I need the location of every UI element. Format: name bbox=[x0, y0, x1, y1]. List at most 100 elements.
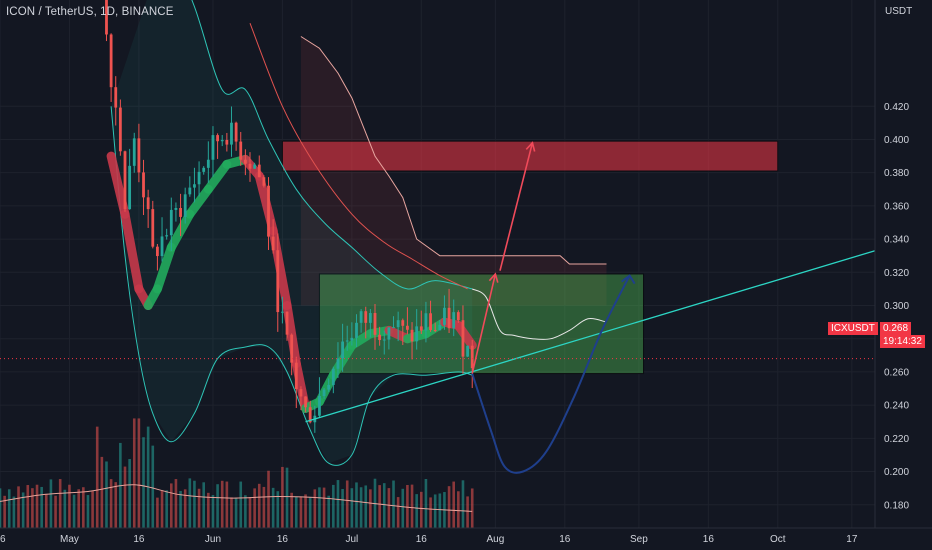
volume-bar bbox=[267, 470, 270, 528]
step-line bbox=[300, 36, 607, 265]
volume-bar bbox=[419, 491, 423, 528]
candle-body bbox=[220, 139, 224, 142]
volume-bar bbox=[193, 480, 196, 528]
candle-body bbox=[253, 164, 257, 169]
volume-bar bbox=[313, 489, 317, 528]
volume-bars bbox=[0, 418, 474, 528]
volume-bar bbox=[438, 493, 442, 528]
volume-bar bbox=[239, 481, 243, 528]
candle-body bbox=[331, 368, 335, 385]
candle-body bbox=[276, 250, 280, 313]
volume-bar bbox=[387, 488, 391, 528]
target-arrowhead bbox=[525, 141, 536, 152]
time-tick-label: 17 bbox=[846, 534, 858, 545]
volume-bar bbox=[433, 494, 437, 528]
volume-bar bbox=[359, 487, 363, 528]
candle-body bbox=[160, 236, 164, 257]
candle-body bbox=[118, 107, 122, 152]
candle-body bbox=[433, 330, 437, 332]
candle-body bbox=[419, 326, 423, 331]
volume-bar bbox=[35, 484, 39, 528]
candle-body bbox=[378, 334, 382, 341]
candle-body bbox=[461, 320, 465, 357]
price-tick-label: 0.180 bbox=[884, 500, 909, 511]
candle-body bbox=[123, 151, 127, 210]
candle-body bbox=[179, 207, 182, 217]
volume-bar bbox=[142, 437, 145, 528]
volume-bar bbox=[336, 480, 340, 528]
volume-bar bbox=[271, 487, 275, 528]
time-axis: 16 May 16 Jun 16 Jul 16 Aug 16 Sep 16 Oct 17 bbox=[0, 534, 858, 545]
candle-body bbox=[359, 311, 363, 323]
target-arrowhead bbox=[488, 272, 499, 283]
volume-bar bbox=[21, 492, 25, 528]
candle-body bbox=[230, 122, 233, 145]
candle-body bbox=[132, 138, 136, 166]
time-tick-label: 16 bbox=[559, 534, 571, 545]
price-tick-label: 0.220 bbox=[884, 434, 909, 445]
target-arrow bbox=[499, 142, 534, 271]
volume-bar bbox=[355, 482, 358, 528]
volume-bar bbox=[276, 491, 280, 528]
volume-bar bbox=[322, 487, 326, 528]
candle-body bbox=[345, 340, 349, 342]
candle-body bbox=[193, 184, 196, 188]
candle-body bbox=[322, 389, 326, 396]
candle-body bbox=[257, 164, 261, 178]
ema-ribbon-segment bbox=[120, 209, 144, 294]
candle-body bbox=[456, 312, 460, 321]
volume-bar bbox=[345, 480, 349, 528]
volume-bar bbox=[211, 495, 215, 528]
volume-bar bbox=[220, 480, 224, 528]
volume-bar bbox=[364, 485, 368, 528]
candle-body bbox=[114, 87, 118, 108]
candle-body bbox=[146, 197, 150, 210]
volume-bar bbox=[447, 486, 451, 528]
volume-bar bbox=[179, 490, 182, 528]
price-tick-label: 0.240 bbox=[884, 401, 909, 412]
candle-body bbox=[327, 384, 331, 390]
volume-bar bbox=[54, 495, 57, 528]
volume-bar bbox=[225, 481, 229, 528]
candle-body bbox=[429, 313, 432, 331]
time-tick-label: Sep bbox=[630, 534, 648, 545]
price-tick-label: 0.300 bbox=[884, 301, 909, 312]
ema-ribbon-segment bbox=[291, 359, 311, 413]
ema-ribbon-segment bbox=[314, 370, 338, 407]
volume-bar bbox=[461, 480, 465, 528]
candle-body bbox=[169, 209, 173, 236]
candle-body bbox=[234, 122, 238, 142]
volume-bar bbox=[68, 484, 71, 528]
time-tick-label: 16 bbox=[277, 534, 289, 545]
volume-bar bbox=[183, 489, 187, 528]
candle-body bbox=[466, 345, 469, 357]
candle-body bbox=[299, 389, 303, 397]
volume-bar bbox=[332, 484, 335, 528]
symbol-price-tag: ICXUSDT bbox=[828, 322, 878, 335]
time-tick-label: Jun bbox=[205, 534, 221, 545]
volume-bar bbox=[128, 459, 131, 528]
volume-bar bbox=[244, 495, 247, 528]
ema-ribbon-segment bbox=[254, 171, 278, 236]
volume-bar bbox=[82, 487, 85, 528]
candles bbox=[105, 0, 474, 433]
volume-bar bbox=[396, 497, 400, 528]
candle-body bbox=[271, 236, 275, 251]
symbol-header[interactable]: ICON / TetherUS, 1D, BINANCE bbox=[6, 6, 174, 18]
candle-body bbox=[447, 307, 451, 329]
candle-body bbox=[452, 312, 456, 329]
volume-bar bbox=[378, 485, 381, 528]
volume-bar bbox=[100, 456, 104, 528]
volume-bar bbox=[7, 489, 11, 528]
volume-bar bbox=[248, 497, 252, 528]
candle-body bbox=[341, 341, 344, 359]
candle-body bbox=[137, 138, 141, 173]
volume-bar bbox=[262, 486, 266, 528]
target-arrow bbox=[471, 273, 497, 374]
candle-body bbox=[350, 337, 354, 341]
volume-bar bbox=[216, 484, 219, 528]
price-tick-label: 0.320 bbox=[884, 268, 909, 279]
volume-bar bbox=[86, 495, 90, 528]
volume-bar bbox=[369, 489, 372, 528]
